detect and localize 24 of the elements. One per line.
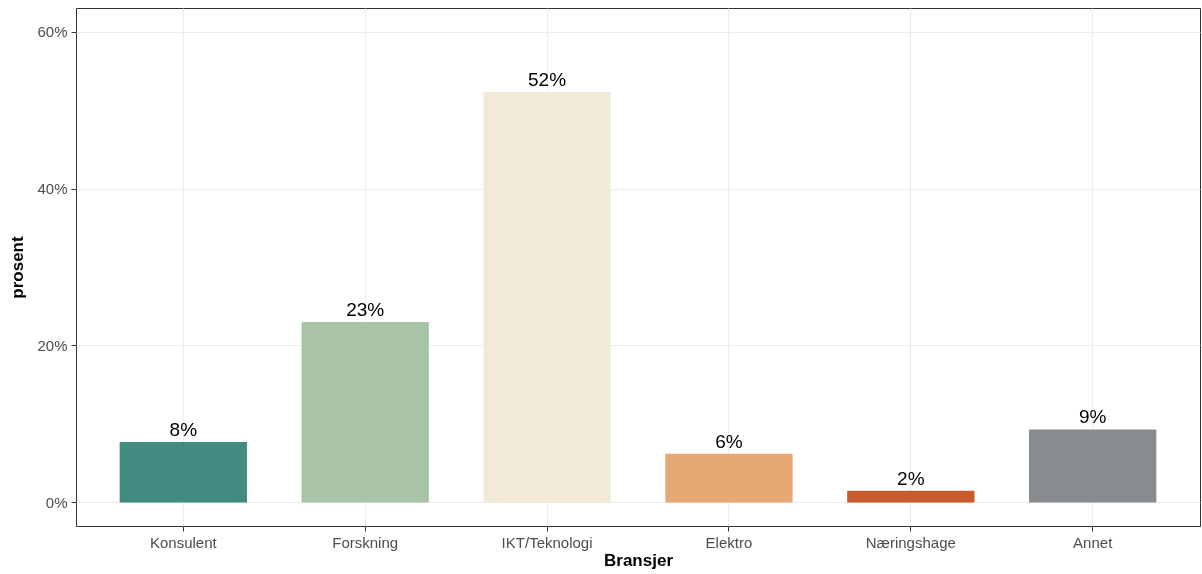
y-tick-label: 20% [37,336,68,354]
y-tick-label: 0% [45,493,68,511]
bar [119,442,247,503]
x-tick-label: Annet [1073,533,1114,551]
y-tick-label: 40% [37,180,68,198]
y-tick-label: 60% [37,23,68,41]
data-label: 2% [897,467,925,489]
bar [1029,429,1157,503]
data-label: 9% [1078,406,1107,428]
data-label: 6% [715,430,743,452]
x-tick-label: Elektro [705,533,753,551]
bar [665,453,793,503]
data-label: 52% [528,68,567,90]
x-tick-label: Konsulent [149,533,218,551]
x-tick-label: Forskning [332,533,399,551]
x-axis-title: Bransjer [604,550,674,570]
x-tick-label: IKT/Teknologi [501,533,593,551]
data-label: 8% [169,419,198,441]
bar [301,321,429,503]
data-label: 23% [346,298,385,320]
bar [847,490,975,503]
bar [483,91,611,503]
y-axis-title: prosent [8,235,28,299]
x-tick-label: Næringshage [865,533,956,551]
